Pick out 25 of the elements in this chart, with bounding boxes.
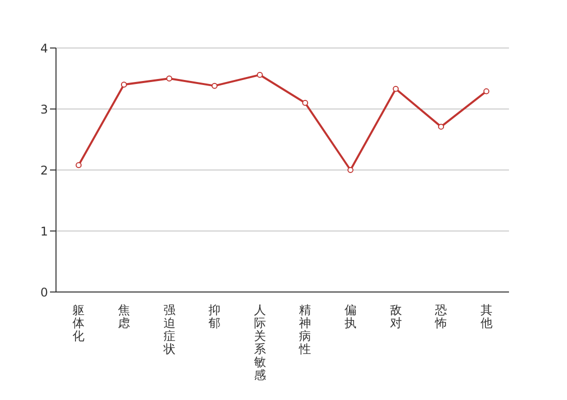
point	[438, 124, 444, 130]
point	[212, 82, 218, 89]
y-tick-label: 3	[40, 102, 48, 116]
x-tick-label: 抑郁	[208, 303, 221, 330]
point	[76, 162, 82, 168]
x-tick-label: 敌对	[390, 303, 402, 330]
x-tick-label: 其他	[480, 303, 492, 330]
x-tick-label: 人际关系敏感	[254, 303, 266, 382]
x-tick-label: 恐怖	[434, 303, 448, 330]
point	[347, 167, 354, 173]
point	[256, 72, 263, 78]
x-tick-label: 焦虑	[118, 303, 130, 330]
x-tick-label: 精神病性	[298, 303, 312, 356]
point	[302, 100, 308, 106]
point	[166, 76, 172, 82]
point	[483, 88, 490, 94]
y-tick-label: 2	[40, 163, 48, 178]
y-tick-label: 0	[40, 285, 48, 300]
point	[392, 86, 399, 92]
x-tick-label: 强迫症状	[162, 303, 176, 356]
y-tick-label: 1	[40, 224, 48, 238]
x-tick-label: 偏执	[344, 303, 356, 330]
point	[120, 82, 127, 88]
y-tick-label: 4	[40, 41, 48, 56]
x-tick-label: 躯体化	[72, 303, 85, 343]
